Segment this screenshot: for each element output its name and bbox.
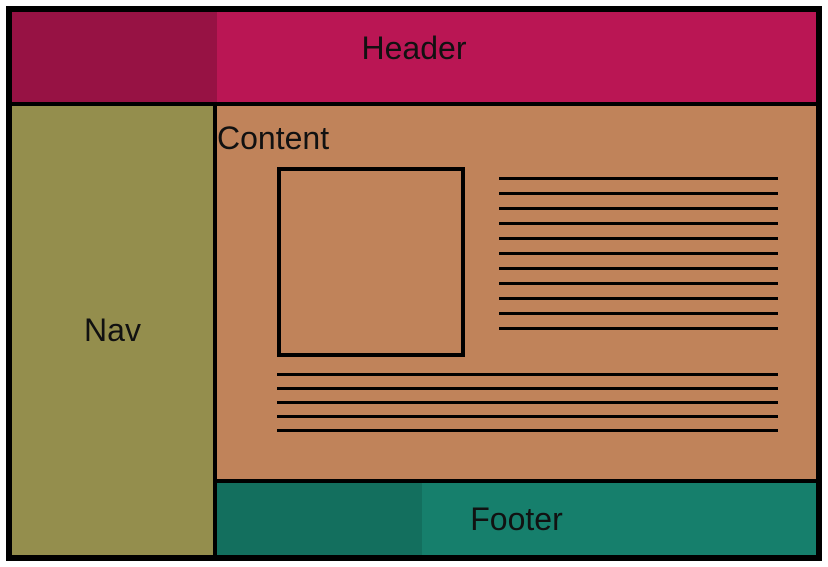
region-nav-label: Nav (84, 312, 141, 349)
content-top-row (277, 167, 778, 357)
text-line (499, 252, 778, 255)
region-footer: Footer (215, 481, 818, 557)
layout-grid: Header Nav Content Footer (6, 6, 822, 561)
text-line (499, 312, 778, 315)
content-text-lines-right (499, 167, 778, 357)
text-line (499, 192, 778, 195)
region-content-label: Content (217, 120, 329, 157)
region-nav: Nav (10, 104, 215, 557)
text-line (499, 177, 778, 180)
content-image-placeholder (277, 167, 465, 357)
region-header-label: Header (362, 30, 467, 67)
text-line (277, 401, 778, 404)
content-body (217, 157, 816, 479)
text-line (499, 267, 778, 270)
text-line (277, 415, 778, 418)
region-content: Content (215, 104, 818, 481)
text-line (499, 327, 778, 330)
text-line (499, 297, 778, 300)
text-line (277, 387, 778, 390)
content-text-lines-bottom (277, 373, 778, 432)
text-line (499, 237, 778, 240)
text-line (499, 222, 778, 225)
text-line (499, 282, 778, 285)
text-line (277, 373, 778, 376)
region-footer-label: Footer (470, 501, 562, 538)
text-line (277, 429, 778, 432)
layout-diagram: Header Nav Content Footer (0, 0, 828, 567)
region-header: Header (10, 10, 818, 104)
text-line (499, 207, 778, 210)
